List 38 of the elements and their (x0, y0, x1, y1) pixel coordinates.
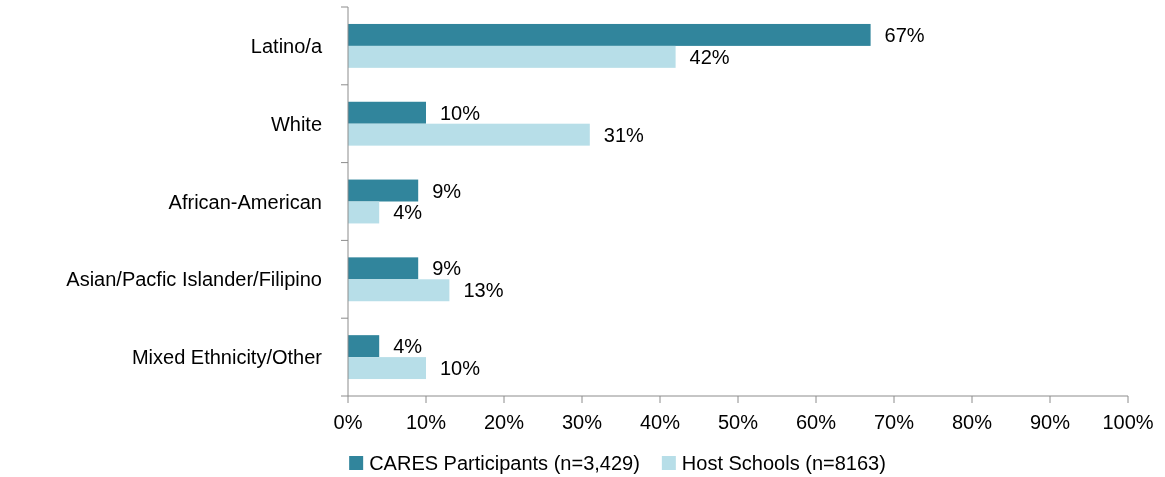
bar (348, 101, 426, 124)
x-tick-label: 100% (1102, 411, 1154, 433)
bar (348, 357, 426, 380)
bar (348, 335, 380, 358)
bar (348, 45, 676, 68)
y-tick-label: Mixed Ethnicity/Other (131, 346, 323, 369)
data-label: 10% (440, 357, 481, 380)
x-tick-label: 50% (717, 411, 759, 433)
x-tick-label: 80% (951, 411, 993, 433)
data-label: 4% (393, 201, 423, 224)
x-tick-label: 40% (639, 411, 681, 433)
bar (348, 279, 450, 302)
bar (348, 257, 419, 280)
y-tick-label: White (270, 112, 322, 135)
legend-label: Host Schools (n=8163) (681, 452, 886, 474)
x-tick-label: 10% (405, 411, 447, 433)
data-label: 42% (689, 45, 730, 68)
x-tick-label: 60% (795, 411, 837, 433)
data-label: 4% (393, 335, 423, 358)
data-label: 10% (440, 101, 481, 124)
data-label: 67% (884, 23, 925, 46)
data-label: 13% (463, 279, 504, 302)
y-tick-label: African-American (168, 190, 322, 213)
x-tick-label: 0% (333, 411, 363, 433)
x-tick-label: 70% (873, 411, 915, 433)
bar (348, 123, 590, 146)
bar (348, 201, 380, 224)
legend-label: CARES Participants (n=3,429) (369, 452, 640, 474)
x-tick-label: 20% (483, 411, 525, 433)
y-tick-label: Latino/a (250, 34, 323, 57)
x-tick-label: 90% (1029, 411, 1071, 433)
y-tick-label: Asian/Pacfic Islander/Filipino (66, 268, 322, 291)
x-tick-label: 30% (561, 411, 603, 433)
bar (348, 179, 419, 202)
data-label: 31% (603, 123, 645, 146)
data-label: 9% (432, 179, 462, 202)
data-label: 9% (432, 257, 462, 280)
bar (348, 23, 871, 46)
